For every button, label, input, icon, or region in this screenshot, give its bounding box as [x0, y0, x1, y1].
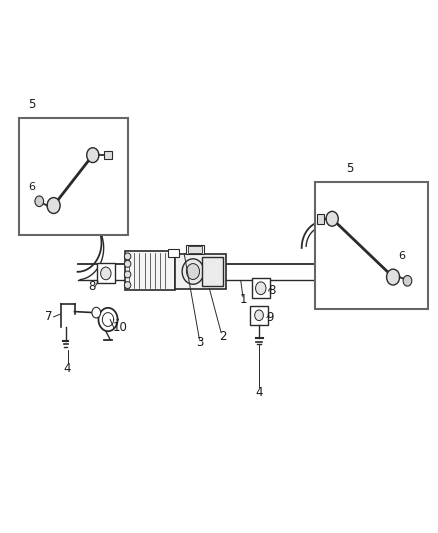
Bar [19, 118, 127, 235]
Text: 4: 4 [255, 386, 263, 399]
Ellipse shape [182, 259, 204, 284]
Circle shape [326, 212, 338, 226]
Bar [176, 254, 226, 289]
Bar [104, 151, 112, 159]
Ellipse shape [124, 271, 131, 278]
Circle shape [255, 282, 266, 295]
Text: 6: 6 [28, 182, 35, 192]
Bar [168, 249, 179, 257]
Bar [317, 214, 324, 223]
Ellipse shape [187, 264, 200, 279]
Text: 6: 6 [398, 251, 405, 261]
Bar [97, 263, 115, 284]
Bar [252, 278, 270, 298]
Circle shape [101, 267, 111, 280]
Circle shape [47, 198, 60, 214]
Text: 8: 8 [268, 285, 276, 297]
Text: 5: 5 [346, 162, 353, 175]
Text: 7: 7 [45, 310, 52, 324]
Bar [186, 245, 204, 254]
Bar [202, 257, 223, 286]
Circle shape [99, 218, 111, 232]
Circle shape [328, 224, 339, 238]
Text: 5: 5 [28, 98, 35, 111]
Ellipse shape [124, 281, 131, 288]
Text: 10: 10 [112, 321, 127, 334]
Text: 8: 8 [88, 280, 95, 293]
Bar [251, 306, 268, 325]
Circle shape [35, 196, 44, 207]
Text: 4: 4 [64, 362, 71, 375]
Text: 3: 3 [196, 336, 203, 349]
Circle shape [387, 269, 399, 285]
Circle shape [87, 148, 99, 163]
Text: 9: 9 [267, 311, 274, 324]
Circle shape [254, 310, 263, 320]
Circle shape [92, 308, 101, 318]
Text: 1: 1 [239, 293, 247, 306]
Bar [125, 251, 176, 290]
Ellipse shape [124, 253, 131, 260]
Text: 2: 2 [219, 330, 226, 343]
Bar [187, 246, 202, 253]
Ellipse shape [124, 261, 131, 267]
Bar [315, 182, 428, 309]
Circle shape [403, 276, 412, 286]
